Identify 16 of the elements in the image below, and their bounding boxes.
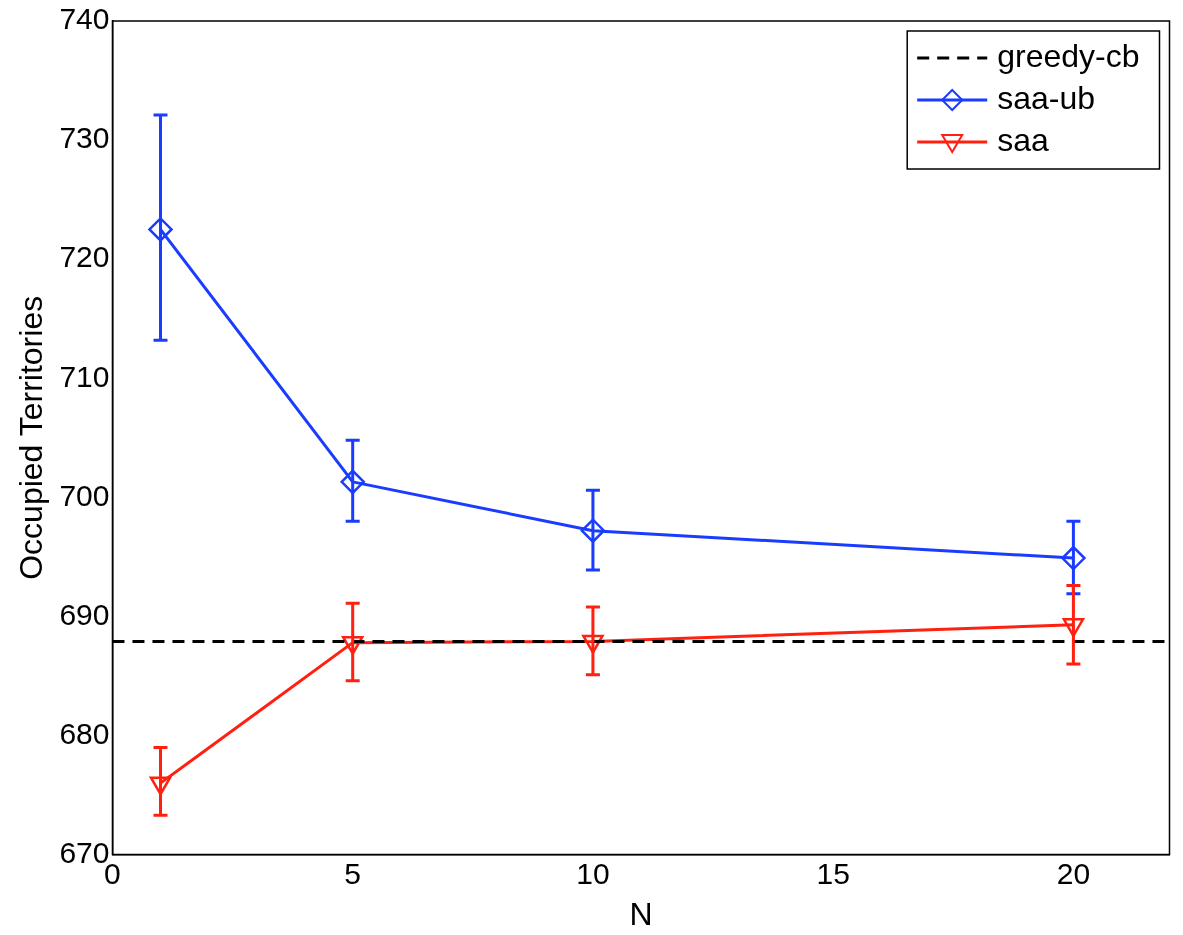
x-tick-label: 10: [576, 856, 610, 890]
y-tick-label: 710: [59, 359, 110, 393]
y-tick-label: 730: [59, 121, 110, 155]
y-tick-label: 680: [59, 716, 110, 750]
legend-label: greedy-cb: [997, 37, 1140, 74]
y-axis-title: Occupied Territories: [13, 295, 50, 580]
x-tick-label: 20: [1056, 856, 1091, 890]
legend-label: saa-ub: [997, 79, 1096, 116]
x-axis-title: N: [629, 895, 653, 932]
x-tick-label: 15: [816, 856, 850, 890]
x-tick-label: 5: [344, 856, 362, 890]
y-tick-label: 720: [59, 240, 110, 274]
y-tick-label: 690: [59, 597, 110, 631]
y-tick-label: 740: [59, 2, 110, 36]
y-tick-label: 700: [59, 478, 110, 512]
legend-label: saa: [997, 121, 1049, 158]
